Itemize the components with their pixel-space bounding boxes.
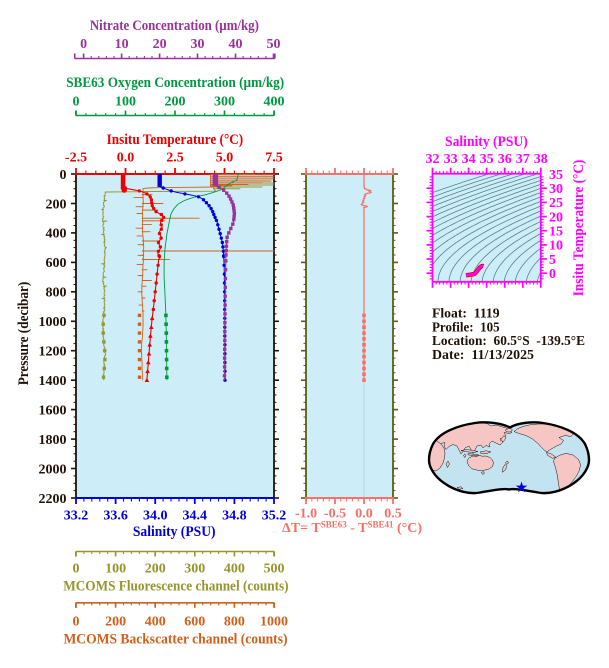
svg-text:1000: 1000 <box>39 315 67 330</box>
svg-text:Insitu Temperature (°C): Insitu Temperature (°C) <box>571 160 587 297</box>
svg-text:MCOMS Backscatter channel (cou: MCOMS Backscatter channel (counts) <box>64 632 288 648</box>
svg-text:0: 0 <box>549 267 556 282</box>
svg-text:30: 30 <box>549 182 563 197</box>
svg-text:400: 400 <box>264 95 285 110</box>
svg-text:-1.0: -1.0 <box>295 507 317 522</box>
svg-text:200: 200 <box>145 562 166 577</box>
svg-text:0: 0 <box>73 95 80 110</box>
svg-text:Date: 11/13/2025: Date: 11/13/2025 <box>432 348 534 363</box>
svg-text:50: 50 <box>267 37 281 52</box>
svg-text:34.0: 34.0 <box>143 509 168 524</box>
svg-text:2.5: 2.5 <box>166 151 184 166</box>
svg-text:100: 100 <box>105 562 126 577</box>
svg-text:800: 800 <box>46 286 67 301</box>
svg-text:38: 38 <box>534 152 548 167</box>
svg-text:0.0: 0.0 <box>117 151 135 166</box>
svg-text:5: 5 <box>549 253 556 268</box>
svg-text:600: 600 <box>46 256 67 271</box>
svg-text:1400: 1400 <box>39 374 67 389</box>
svg-text:35: 35 <box>549 168 563 183</box>
svg-text:200: 200 <box>46 197 67 212</box>
svg-text:Location: 60.5°S -139.5°E: Location: 60.5°S -139.5°E <box>432 334 585 349</box>
svg-text:10: 10 <box>115 37 129 52</box>
svg-text:Salinity (PSU): Salinity (PSU) <box>133 524 216 540</box>
svg-text:20: 20 <box>153 37 167 52</box>
svg-text:-0.5: -0.5 <box>324 507 346 522</box>
svg-text:400: 400 <box>224 562 245 577</box>
svg-text:15: 15 <box>549 225 563 240</box>
svg-text:Insitu Temperature (°C): Insitu Temperature (°C) <box>107 132 244 148</box>
svg-text:100: 100 <box>115 95 136 110</box>
svg-text:33.6: 33.6 <box>103 509 128 524</box>
svg-text:0: 0 <box>73 562 80 577</box>
svg-text:40: 40 <box>229 37 243 52</box>
svg-text:400: 400 <box>46 227 67 242</box>
svg-text:7.5: 7.5 <box>265 151 283 166</box>
svg-text:2000: 2000 <box>39 462 67 477</box>
svg-text:32: 32 <box>426 152 440 167</box>
svg-text:200: 200 <box>105 615 126 630</box>
svg-text:5.0: 5.0 <box>216 151 234 166</box>
svg-text:33: 33 <box>444 152 458 167</box>
svg-text:500: 500 <box>264 562 285 577</box>
svg-text:33.2: 33.2 <box>64 509 89 524</box>
svg-text:10: 10 <box>549 239 563 254</box>
svg-text:34.4: 34.4 <box>183 509 208 524</box>
svg-text:MCOMS Fluorescence channel (co: MCOMS Fluorescence channel (counts) <box>63 579 289 595</box>
svg-text:Float: 1119: Float: 1119 <box>432 307 500 322</box>
svg-text:-2.5: -2.5 <box>65 151 87 166</box>
svg-text:34: 34 <box>462 152 476 167</box>
svg-text:2200: 2200 <box>39 492 67 507</box>
svg-text:0.0: 0.0 <box>355 507 373 522</box>
svg-text:35: 35 <box>480 152 494 167</box>
svg-text:200: 200 <box>165 95 186 110</box>
svg-text:37: 37 <box>516 152 530 167</box>
svg-text:1800: 1800 <box>39 433 67 448</box>
svg-text:20: 20 <box>549 210 563 225</box>
svg-text:Profile: 105: Profile: 105 <box>432 320 500 335</box>
svg-text:0: 0 <box>73 615 80 630</box>
svg-text:300: 300 <box>184 562 205 577</box>
svg-text:Pressure (decibar): Pressure (decibar) <box>16 282 32 386</box>
svg-text:34.8: 34.8 <box>222 509 247 524</box>
svg-text:Nitrate Concentration (µm/kg): Nitrate Concentration (µm/kg) <box>90 18 259 34</box>
svg-text:SBE63 Oxygen Concentration (µm: SBE63 Oxygen Concentration (µm/kg) <box>66 75 284 91</box>
svg-text:25: 25 <box>549 196 563 211</box>
svg-text:0.5: 0.5 <box>384 507 402 522</box>
svg-text:1000: 1000 <box>260 615 288 630</box>
svg-text:400: 400 <box>145 615 166 630</box>
svg-text:600: 600 <box>184 615 205 630</box>
svg-text:0: 0 <box>80 37 87 52</box>
svg-text:35.2: 35.2 <box>262 509 287 524</box>
svg-text:30: 30 <box>191 37 205 52</box>
svg-text:36: 36 <box>498 152 512 167</box>
svg-text:1200: 1200 <box>39 345 67 360</box>
svg-text:1600: 1600 <box>39 403 67 418</box>
svg-text:800: 800 <box>224 615 245 630</box>
svg-text:0: 0 <box>60 168 67 183</box>
svg-text:ΔT= TSBE63 - TSBE41 (°C): ΔT= TSBE63 - TSBE41 (°C) <box>282 520 422 537</box>
svg-text:300: 300 <box>214 95 235 110</box>
svg-text:Salinity (PSU): Salinity (PSU) <box>445 134 528 150</box>
